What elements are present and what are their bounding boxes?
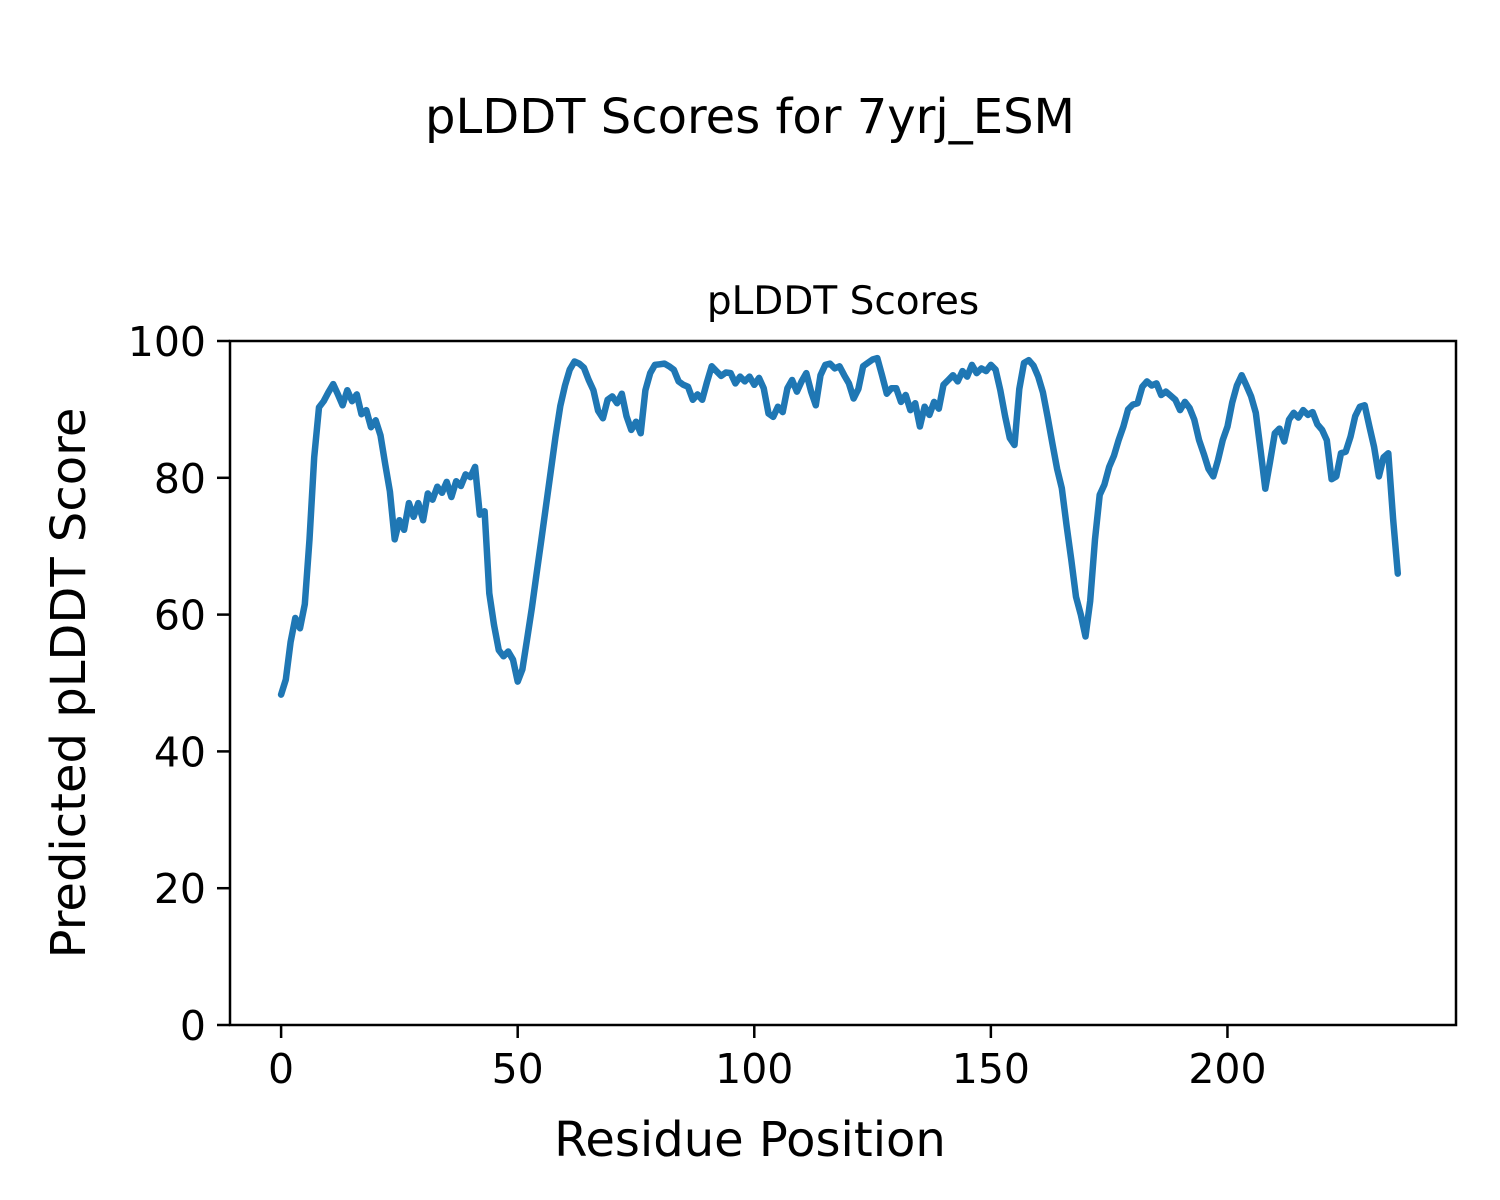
y-tick-label: 100 [128, 318, 206, 366]
x-axis-label: Residue Position [554, 1112, 946, 1168]
y-tick-label: 0 [180, 1002, 206, 1050]
plddt-score-line [277, 354, 1402, 698]
x-tick-label: 100 [715, 1045, 793, 1093]
axes-title: pLDDT Scores [707, 279, 979, 324]
x-axis-ticks: 0 50 100 150 200 [268, 1025, 1267, 1093]
x-tick-label: 0 [268, 1045, 294, 1093]
x-tick-label: 150 [952, 1045, 1030, 1093]
y-tick-label: 80 [154, 455, 206, 503]
y-axis-ticks: 0 20 40 60 80 100 [128, 318, 230, 1050]
y-tick-label: 40 [154, 728, 206, 776]
y-tick-label: 20 [154, 865, 206, 913]
axes-frame [228, 339, 1458, 1027]
figure-suptitle: pLDDT Scores for 7yrj_ESM [425, 89, 1075, 145]
x-tick-label: 50 [492, 1045, 544, 1093]
y-axis-label: Predicted pLDDT Score [41, 408, 97, 959]
y-tick-label: 60 [154, 592, 206, 640]
x-tick-label: 200 [1188, 1045, 1266, 1093]
